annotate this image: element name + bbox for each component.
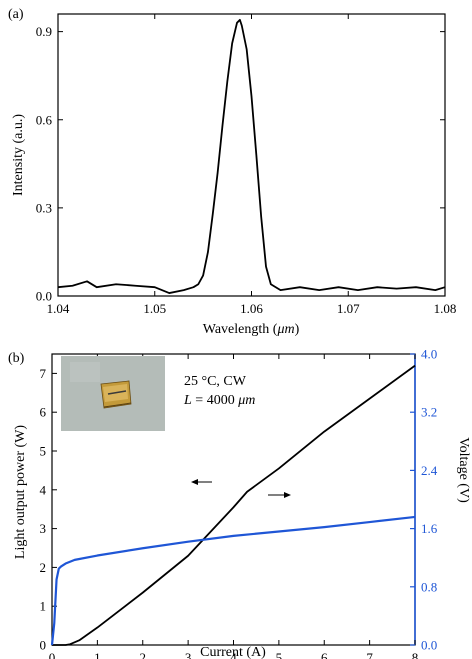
series-line-right xyxy=(50,515,416,646)
panel-a-y-axis-label: Intensity (a.u.) xyxy=(11,114,26,196)
series-line-left xyxy=(52,364,416,646)
y-tick-label: 2 xyxy=(40,560,47,575)
panel-b-series xyxy=(50,364,416,646)
x-tick-label: 1.06 xyxy=(240,301,263,316)
x-tick-label: 1 xyxy=(94,650,101,659)
annotation-conditions: 25 °C, CW xyxy=(184,374,247,389)
panel-a: (a) 1.04 1.05 1.06 1.07 1.08 0.0 0.3 0.6 0.9 Wav… xyxy=(8,7,456,337)
y2-tick-label: 0.8 xyxy=(421,579,437,594)
annotation-length-value: = 4000 xyxy=(192,393,238,408)
panel-b-y-axis-label: Light output power (W) xyxy=(13,425,28,559)
panel-a-x-axis-label: Wavelength (μm) xyxy=(203,322,300,337)
y-tick-label: 3 xyxy=(40,521,47,536)
x-tick-label: 5 xyxy=(276,650,283,659)
x-tick-label: 1.04 xyxy=(47,301,70,316)
x-tick-label: 2 xyxy=(140,650,147,659)
left-axis-arrow xyxy=(191,479,212,485)
y-tick-label: 6 xyxy=(40,405,47,420)
y2-tick-label: 4.0 xyxy=(421,347,437,362)
y-tick-label: 0.0 xyxy=(36,289,52,304)
y2-tick-label: 3.2 xyxy=(421,405,437,420)
panel-a-ticks: 1.04 1.05 1.06 1.07 1.08 0.0 0.3 0.6 0.9 xyxy=(36,14,457,316)
x-tick-label: 0 xyxy=(49,650,56,659)
panel-a-plot-frame xyxy=(57,13,446,297)
x-tick-label: 1.07 xyxy=(337,301,360,316)
x-tick-label: 4 xyxy=(230,650,237,659)
y-tick-label: 7 xyxy=(40,366,47,381)
annotation-length-symbol: L xyxy=(183,393,192,408)
annotation-length: L = 4000 μm xyxy=(183,393,255,408)
x-tick-label: 3 xyxy=(185,650,192,659)
annotation-length-unit: μm xyxy=(237,393,255,408)
y-tick-label: 0.6 xyxy=(36,112,53,127)
panel-a-label: (a) xyxy=(8,7,24,22)
x-tick-label: 1.08 xyxy=(434,301,457,316)
inset-chip-photo xyxy=(61,356,165,431)
y2-tick-label: 0.0 xyxy=(421,638,437,653)
x-tick-label: 8 xyxy=(412,650,419,659)
y2-tick-label: 2.4 xyxy=(421,463,438,478)
y-tick-label: 5 xyxy=(40,444,47,459)
panel-a-x-axis-label-suffix: ) xyxy=(295,322,300,337)
panel-a-series xyxy=(57,18,446,294)
x-tick-label: 1.05 xyxy=(143,301,166,316)
y-tick-label: 0 xyxy=(40,638,47,653)
y-tick-label: 4 xyxy=(40,482,47,497)
y2-tick-label: 1.6 xyxy=(421,521,438,536)
panel-b-label: (b) xyxy=(8,351,25,366)
y-tick-label: 0.9 xyxy=(36,24,52,39)
y-tick-label: 1 xyxy=(40,599,47,614)
panel-a-x-axis-label-unit: μm xyxy=(276,322,294,337)
x-tick-label: 7 xyxy=(366,650,373,659)
panel-b: (b) 0 1 2 3 4 5 6 7 8012345670.00.81.62.43.24.0 … xyxy=(8,347,471,659)
panel-b-y2-axis-label: Voltage (V) xyxy=(456,437,471,503)
y-tick-label: 0.3 xyxy=(36,200,52,215)
panel-a-x-axis-label-prefix: Wavelength ( xyxy=(203,322,278,337)
x-tick-label: 6 xyxy=(321,650,328,659)
series-line-main xyxy=(57,18,446,294)
panel-b-x-axis-label: Current (A) xyxy=(200,645,266,659)
right-axis-arrow xyxy=(268,492,291,498)
